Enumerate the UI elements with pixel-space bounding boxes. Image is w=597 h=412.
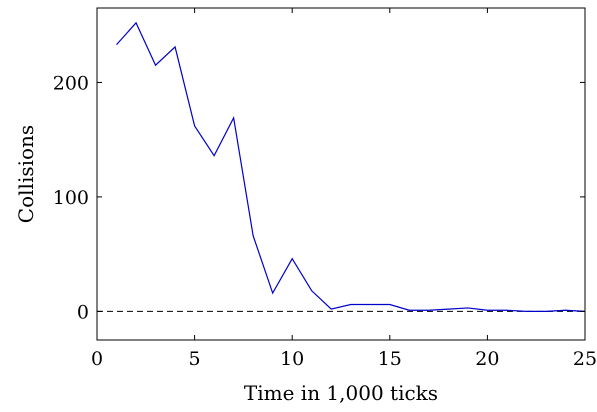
y-tick-label: 200: [53, 72, 89, 94]
y-tick-label: 0: [77, 301, 89, 323]
x-tick-label: 0: [91, 348, 103, 370]
x-tick-label: 25: [573, 348, 597, 370]
x-tick-label: 15: [378, 348, 402, 370]
series-line-0: [117, 23, 585, 312]
x-tick-label: 10: [280, 348, 304, 370]
x-axis-label: Time in 1,000 ticks: [244, 381, 438, 405]
y-axis-label: Collisions: [14, 125, 38, 223]
y-tick-label: 100: [53, 187, 89, 209]
x-tick-label: 20: [475, 348, 499, 370]
x-tick-label: 5: [189, 348, 201, 370]
plot-frame: [97, 8, 585, 340]
